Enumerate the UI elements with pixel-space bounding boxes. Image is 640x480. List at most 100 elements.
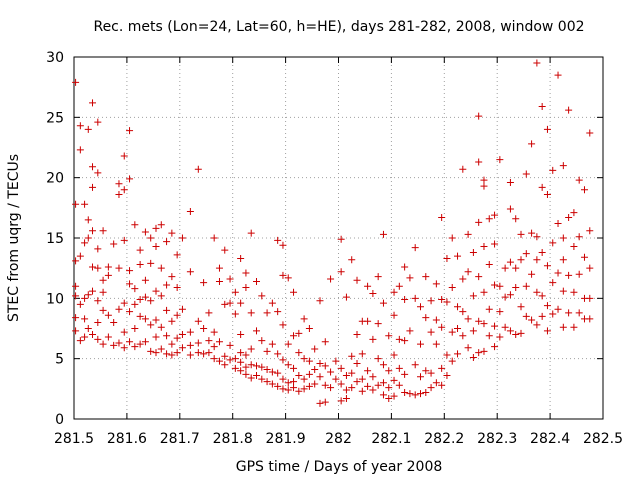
data-point: [448, 328, 456, 336]
data-point: [258, 363, 266, 371]
data-point: [369, 373, 377, 381]
data-point: [480, 182, 488, 190]
data-point: [210, 328, 218, 336]
data-point: [337, 397, 345, 405]
data-point: [469, 353, 477, 361]
data-point: [538, 183, 546, 191]
data-point: [157, 264, 165, 272]
data-point: [205, 349, 213, 357]
data-point: [543, 191, 551, 199]
data-point: [459, 332, 467, 340]
data-point: [475, 317, 483, 325]
data-point: [99, 306, 107, 314]
data-point: [586, 294, 594, 302]
data-point: [89, 183, 97, 191]
data-point: [147, 321, 155, 329]
data-point: [416, 390, 424, 398]
data-point: [305, 370, 313, 378]
data-point: [464, 315, 472, 323]
data-point: [533, 256, 541, 264]
data-point: [99, 276, 107, 284]
data-point: [549, 279, 557, 287]
data-point: [205, 309, 213, 317]
data-point: [464, 344, 472, 352]
data-point: [226, 341, 234, 349]
data-point: [89, 331, 97, 339]
data-point: [374, 381, 382, 389]
data-point: [411, 244, 419, 252]
data-point: [443, 351, 451, 359]
x-tick-label: 282.3: [477, 431, 517, 447]
data-point: [84, 216, 92, 224]
data-point: [321, 362, 329, 370]
data-point: [379, 379, 387, 387]
data-point: [501, 264, 509, 272]
data-point: [506, 291, 514, 299]
data-point: [147, 347, 155, 355]
data-point: [178, 234, 186, 242]
axis-ticks: 281.5 281.6 281.7 281.8 281.9 282 282.1 282.2 28…: [46, 50, 623, 447]
data-point: [491, 240, 499, 248]
data-point: [279, 375, 287, 383]
data-point: [501, 293, 509, 301]
data-point: [242, 370, 250, 378]
data-point: [136, 296, 144, 304]
data-point: [81, 239, 89, 247]
data-point: [290, 384, 298, 392]
data-point: [163, 332, 171, 340]
data-point: [390, 311, 398, 319]
data-point: [186, 328, 194, 336]
data-point: [178, 344, 186, 352]
data-point: [475, 112, 483, 120]
data-point: [215, 277, 223, 285]
data-point: [120, 299, 128, 307]
data-point: [348, 256, 356, 264]
data-point: [422, 314, 430, 322]
data-point: [231, 310, 239, 318]
data-point: [469, 292, 477, 300]
data-point: [522, 312, 530, 320]
data-point: [580, 253, 588, 261]
data-point: [316, 373, 324, 381]
data-point: [427, 384, 435, 392]
data-point: [152, 349, 160, 357]
data-point: [321, 381, 329, 389]
data-point: [141, 315, 149, 323]
data-point: [379, 230, 387, 238]
data-point: [147, 234, 155, 242]
data-point: [210, 234, 218, 242]
data-point: [168, 351, 176, 359]
data-point: [485, 261, 493, 269]
data-point: [342, 386, 350, 394]
data-point: [168, 340, 176, 348]
data-point: [279, 241, 287, 249]
data-point: [221, 246, 229, 254]
data-point: [353, 276, 361, 284]
data-point: [327, 384, 335, 392]
data-point: [543, 327, 551, 335]
data-point: [274, 382, 282, 390]
data-point: [110, 240, 118, 248]
data-point: [274, 350, 282, 358]
data-point: [480, 176, 488, 184]
data-point: [186, 207, 194, 215]
data-point: [406, 327, 414, 335]
x-tick-label: 281.6: [107, 431, 147, 447]
data-point: [200, 350, 208, 358]
data-point: [141, 228, 149, 236]
data-point: [538, 248, 546, 256]
data-point: [411, 294, 419, 302]
data-point: [120, 344, 128, 352]
data-point: [475, 218, 483, 226]
x-tick-label: 282.1: [371, 431, 411, 447]
data-point: [136, 312, 144, 320]
data-point: [491, 343, 499, 351]
data-point: [210, 343, 218, 351]
data-point: [427, 369, 435, 377]
data-point: [126, 175, 134, 183]
data-point: [253, 372, 261, 380]
data-point: [454, 252, 462, 260]
data-point: [200, 325, 208, 332]
data-point: [72, 292, 80, 300]
data-point: [353, 359, 361, 367]
